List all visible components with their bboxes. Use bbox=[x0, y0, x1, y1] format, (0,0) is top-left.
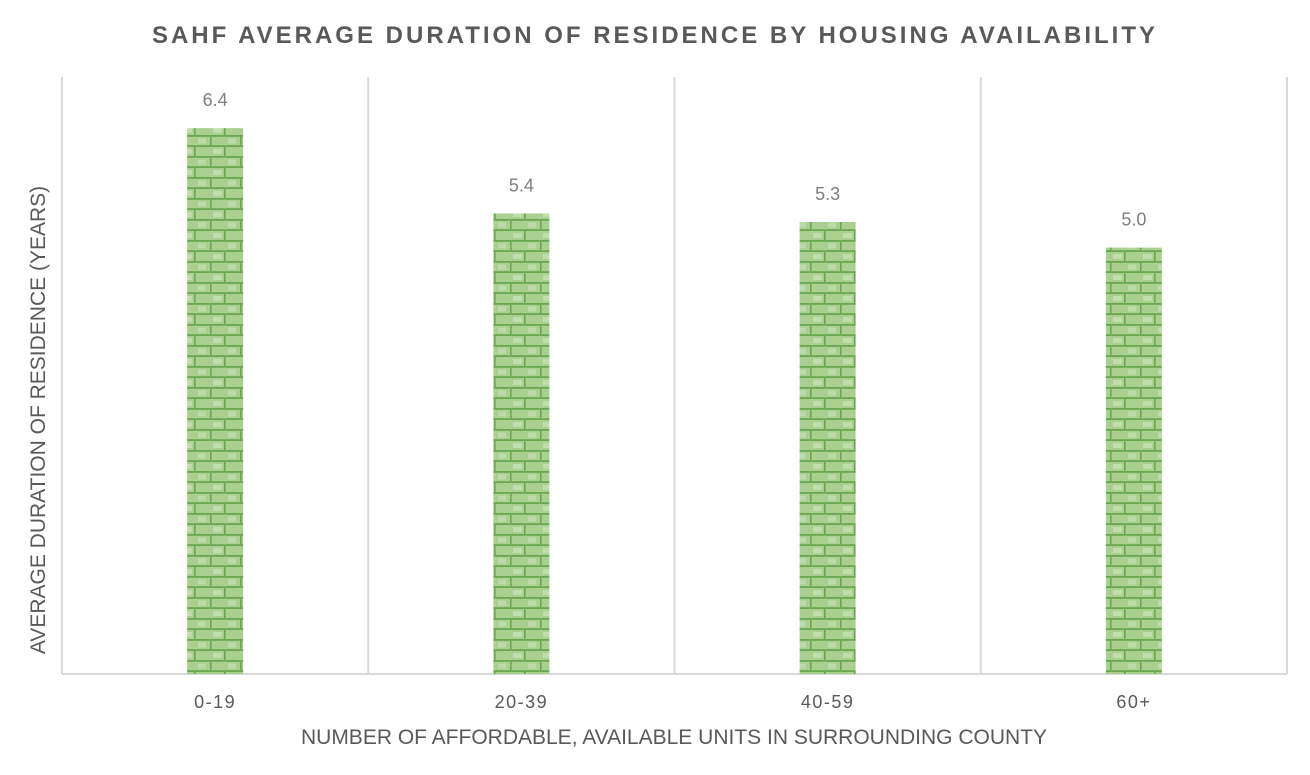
data-label-0-19: 6.4 bbox=[203, 90, 228, 110]
data-label-40-59: 5.3 bbox=[815, 184, 840, 204]
data-label-20-39: 5.4 bbox=[509, 175, 534, 195]
bar-0-19 bbox=[187, 128, 244, 674]
x-tick-20-39: 20-39 bbox=[495, 692, 549, 712]
plot-area bbox=[61, 77, 1288, 675]
x-tick-40-59: 40-59 bbox=[801, 692, 855, 712]
data-labels: 6.4 5.4 5.3 5.0 bbox=[203, 90, 1147, 229]
x-tick-60+: 60+ bbox=[1116, 692, 1151, 712]
x-tick-0-19: 0-19 bbox=[194, 692, 236, 712]
y-axis-title: AVERAGE DURATION OF RESIDENCE (YEARS) bbox=[27, 186, 50, 654]
data-label-60+: 5.0 bbox=[1121, 210, 1146, 230]
x-axis-ticks: 0-19 20-39 40-59 60+ bbox=[194, 692, 1151, 712]
bar-40-59 bbox=[799, 221, 856, 674]
bar-20-39 bbox=[493, 213, 550, 674]
bar-60+ bbox=[1105, 247, 1162, 675]
bar-series bbox=[187, 128, 1162, 675]
x-axis-title: NUMBER OF AFFORDABLE, AVAILABLE UNITS IN… bbox=[301, 726, 1047, 749]
chart-title: SAHF AVERAGE DURATION OF RESIDENCE BY HO… bbox=[152, 22, 1158, 49]
